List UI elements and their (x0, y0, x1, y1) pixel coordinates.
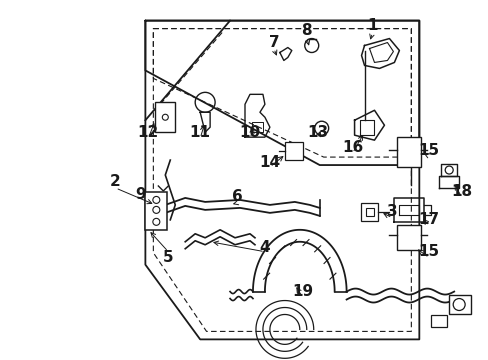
Text: 13: 13 (306, 125, 327, 140)
Text: 7: 7 (268, 35, 279, 50)
Bar (397, 225, 421, 250)
Text: 16: 16 (341, 140, 363, 155)
Text: 15: 15 (418, 143, 439, 158)
Text: 15: 15 (418, 244, 439, 259)
Text: 10: 10 (239, 125, 260, 140)
Text: 5: 5 (163, 250, 173, 265)
Bar (365, 208, 373, 216)
Bar (155, 102, 175, 132)
Text: 11: 11 (189, 125, 210, 140)
Text: 19: 19 (292, 284, 313, 299)
Text: 14: 14 (259, 154, 280, 170)
Bar (448, 294, 470, 315)
Text: 9: 9 (135, 188, 145, 202)
Text: 8: 8 (301, 23, 311, 38)
Bar (430, 315, 447, 328)
Text: 12: 12 (138, 125, 159, 140)
Bar (145, 192, 167, 230)
Bar (360, 203, 378, 221)
Text: 1: 1 (366, 18, 377, 33)
Text: 2: 2 (110, 175, 121, 189)
Text: 4: 4 (259, 240, 270, 255)
Text: 6: 6 (231, 189, 242, 204)
Text: 18: 18 (451, 184, 472, 199)
Bar (285, 142, 302, 160)
Bar (397, 137, 421, 167)
Text: 17: 17 (418, 212, 439, 228)
Text: 3: 3 (386, 204, 397, 219)
